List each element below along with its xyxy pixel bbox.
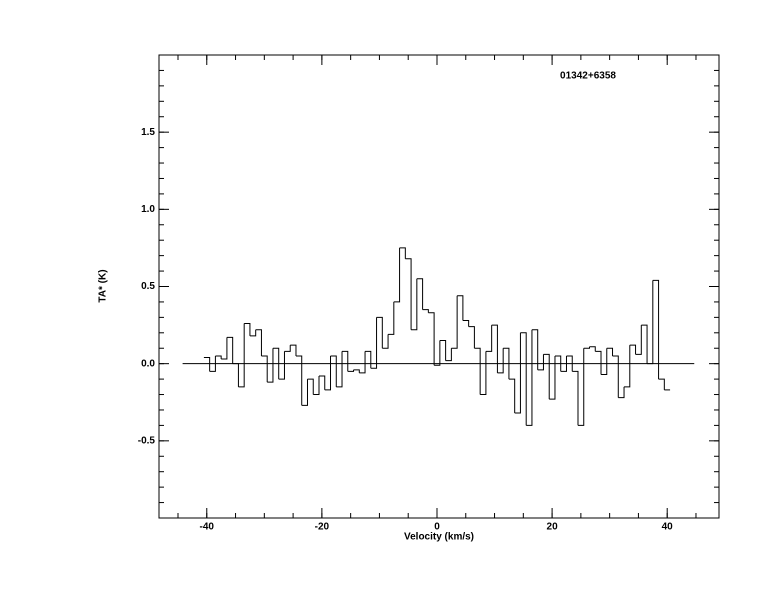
spectrum-channel [244,323,251,336]
spectrum-channel [491,324,498,373]
spectrum-channel [606,347,614,356]
spectrum-channel [249,329,257,337]
spectrum-channel [480,351,487,396]
spectrum-channel [560,355,567,372]
spectrum-channel [359,351,366,374]
spectrum-channel [278,351,285,380]
spectrum-channel [457,295,464,321]
spectrum-channel [641,324,648,364]
x-tick-label: 40 [662,522,674,533]
spectrum-channel [261,355,268,383]
spectrum-channel [554,355,562,372]
y-axis-label: TA* (K) [98,269,109,302]
spectrum-channel [589,346,596,352]
spectrum-channel [462,319,470,327]
x-tick-label: -40 [200,522,215,533]
spectrum-channel [411,278,418,331]
spectrum-channel [583,346,591,349]
spectrum-channel [272,347,280,380]
spectrum-channel [503,347,510,380]
spectrum-channel [595,350,602,375]
plot-frame [158,54,720,519]
spectrum-channel [416,278,424,310]
spectrum-channel [635,325,642,355]
y-tick-label: 1.0 [141,204,155,215]
spectrum-channel [232,363,239,387]
spectrum-channel [434,340,441,366]
spectrum-channel [336,351,343,388]
spectrum-channel [514,332,521,414]
spectrum-channel [485,325,493,352]
spectrum-channel [238,323,245,388]
spectrum-channel [405,258,412,330]
y-tick-label: 0.0 [141,358,155,369]
spectrum-channel [445,348,452,362]
spectrum-channel [451,295,458,349]
spectrum-channel [647,280,654,365]
spectrum-channel [255,329,262,356]
spectrum-channel [388,301,395,335]
spectrum-channel [549,355,556,400]
spectrum-channel [468,326,475,349]
y-tick-label: 1.5 [141,127,155,138]
spectrum-channel [215,355,222,360]
spectrum-channel [566,355,573,372]
spectrum-channel [399,247,406,259]
spectrum-channel [439,340,447,361]
spectrum-channel [543,353,550,400]
spectrum-channel [353,369,360,373]
spectrum-channel [324,355,332,391]
spectrum-channel [612,355,619,398]
spectrum-channel [376,316,383,349]
spectrum-channel [284,345,291,352]
x-tick-label: 20 [547,522,559,533]
x-tick-label: -20 [315,522,330,533]
spectrum-channel [422,309,429,313]
spectrum-channel [624,345,631,388]
spectrum-channel [221,337,228,360]
spectrum-channel [393,247,401,303]
x-axis-label: Velocity (km/s) [404,532,474,543]
spectrum-channel [370,317,378,369]
spectrum-channel [497,348,504,374]
x-tick-label: 0 [434,522,440,533]
spectrum-channel [572,370,579,426]
spectrum-channel [267,348,274,383]
spectrum-channel [526,329,533,426]
spectrum-channel [342,350,349,372]
y-tick-label: -0.5 [138,435,156,446]
spectrum-channel [295,355,303,406]
spectrum-channel [601,348,608,375]
spectrum-channel [313,376,320,396]
spectrum-channel [658,378,665,390]
spectrum-channel [531,329,539,370]
spectrum-channel [537,354,544,371]
spectrum-channel [209,355,216,372]
spectrum-channel [307,378,314,395]
spectrum-channel [428,312,435,366]
spectrum-channel [347,369,355,372]
spectrum-channel [508,378,516,414]
spectrum-channel [652,279,660,380]
annotation: 01342+6358 [560,71,616,82]
spectrum-channel [319,375,326,390]
spectrum-channel [365,350,372,369]
spectrum-channel [577,348,585,426]
spectrum-channel [290,344,297,356]
spectrum-channel [382,334,389,349]
spectrum-channel [301,379,308,406]
spectrum-channel [618,386,625,399]
spectrum-channel [226,336,234,364]
spectrum-channel [474,347,481,395]
spectrum-channel [330,355,337,387]
spectrum-channel [203,356,211,372]
y-tick-label: 0.5 [141,281,155,292]
spectrum-channel [629,344,637,355]
spectrum-channel [520,332,527,426]
